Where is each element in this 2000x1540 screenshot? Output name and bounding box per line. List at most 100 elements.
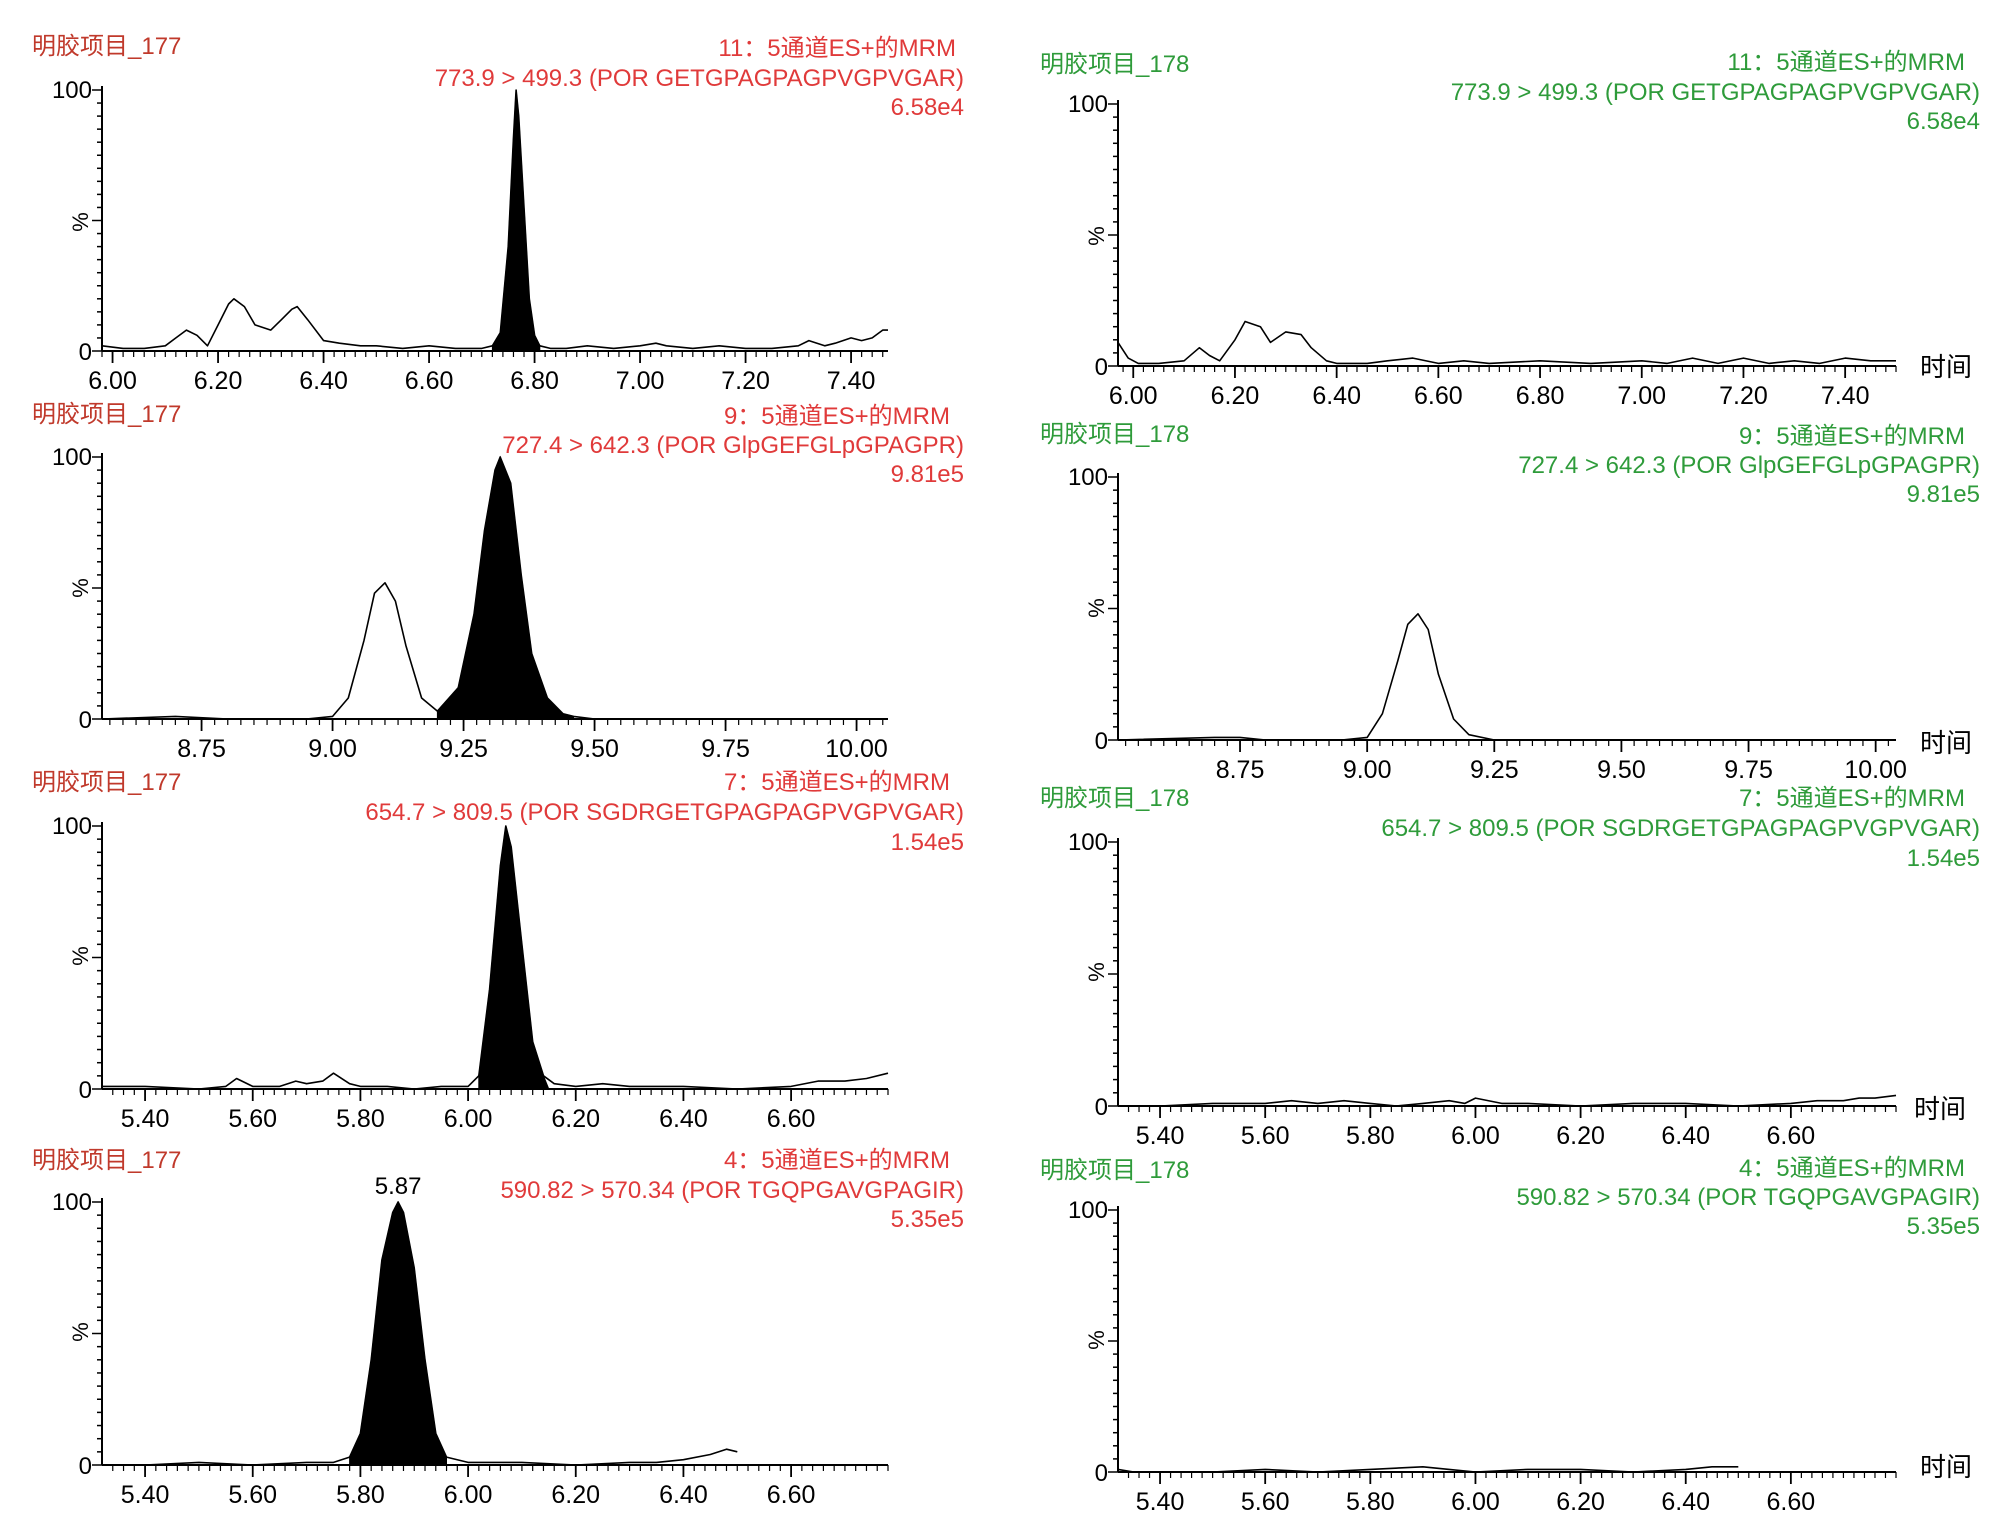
channel-label: 11：5通道ES+的MRM [718,35,956,62]
series-line [101,89,888,350]
panel-178-ch11: 明胶项目_178 11：5通道ES+的MRM 773.9 > 499.3 (PO… [1040,49,1980,410]
x-tick-label: 5.40 [1136,1122,1185,1150]
intensity-label: 5.35e5 [1907,1213,1980,1240]
intensity-label: 9.81e5 [1907,481,1980,508]
transition-label: 727.4 > 642.3 (POR GlpGEFGLpGPAGPR) [1518,452,1980,479]
y-tick-top: 100 [52,77,92,104]
x-tick-label: 5.60 [1241,1122,1290,1150]
y-tick-top: 100 [1068,829,1108,856]
x-tick-label: 7.00 [616,367,665,395]
x-tick-label: 5.80 [336,1481,385,1509]
x-tick-label: 6.60 [1414,382,1463,410]
x-tick-label: 6.40 [299,367,348,395]
panel-178-ch4: 明胶项目_178 4：5通道ES+的MRM 590.82 > 570.34 (P… [1040,1155,1980,1516]
x-tick-label: 8.75 [1216,756,1265,784]
y-tick-bottom: 0 [1095,1460,1108,1487]
y-tick-top: 100 [52,813,92,840]
x-tick-label: 6.00 [1451,1488,1500,1516]
x-tick-label: 7.40 [1821,382,1870,410]
series-line [1117,612,1896,741]
transition-label: 590.82 > 570.34 (POR TGQPGAVGPAGIR) [1516,1184,1980,1211]
y-tick-bottom: 0 [1095,1094,1108,1121]
sample-label: 明胶项目_177 [32,769,181,796]
y-axis-label: % [68,578,93,598]
x-tick-label: 6.40 [1661,1122,1710,1150]
x-tick-label: 7.00 [1617,382,1666,410]
y-axis-label: % [1084,226,1109,246]
x-tick-label: 9.25 [1470,756,1519,784]
x-tick-label: 6.40 [659,1105,708,1133]
series-line [1118,1094,1897,1107]
y-tick-bottom: 0 [79,707,92,734]
y-axis-label: % [1084,1330,1109,1350]
x-tick-label: 6.00 [88,367,137,395]
x-tick-label: 6.00 [1451,1122,1500,1150]
x-tick-label: 6.20 [194,367,243,395]
x-tick-label: 6.40 [1661,1488,1710,1516]
sample-label: 明胶项目_177 [32,1147,181,1174]
y-tick-bottom: 0 [79,339,92,366]
x-tick-label: 6.00 [1109,382,1158,410]
y-tick-top: 100 [1068,1197,1108,1224]
y-tick-bottom: 0 [79,1077,92,1104]
x-axis-label: 时间 [1920,1452,1972,1482]
intensity-label: 1.54e5 [891,829,964,856]
x-tick-label: 6.60 [1767,1488,1816,1516]
x-tick-label: 6.00 [444,1105,493,1133]
y-axis-label: % [1084,598,1109,618]
x-tick-label: 5.60 [228,1481,277,1509]
x-tick-label: 9.25 [439,735,488,763]
panel-177-ch4: 明胶项目_177 4：5通道ES+的MRM 590.82 > 570.34 (P… [32,1147,964,1509]
panel-178-ch7: 明胶项目_178 7：5通道ES+的MRM 654.7 > 809.5 (POR… [1040,785,1980,1150]
x-axis-label: 时间 [1920,728,1972,758]
x-tick-label: 6.60 [1767,1122,1816,1150]
x-tick-label: 6.80 [1516,382,1565,410]
x-tick-label: 10.00 [1844,756,1907,784]
y-tick-top: 100 [1068,91,1108,118]
channel-label: 9：5通道ES+的MRM [724,403,950,430]
channel-label: 9：5通道ES+的MRM [1739,423,1965,450]
x-tick-label: 7.40 [827,367,876,395]
sample-label: 明胶项目_177 [32,33,181,60]
x-tick-label: 5.60 [1241,1488,1290,1516]
transition-label: 654.7 > 809.5 (POR SGDRGETGPAGPAGPVGPVGA… [1381,815,1980,842]
channel-label: 11：5通道ES+的MRM [1727,49,1965,76]
y-axis-label: % [68,212,93,232]
x-axis-label: 时间 [1920,352,1972,382]
y-axis-label: % [68,1322,93,1342]
y-tick-bottom: 0 [1095,728,1108,755]
transition-label: 654.7 > 809.5 (POR SGDRGETGPAGPAGPVGPVGA… [365,799,964,826]
sample-label: 明胶项目_177 [32,401,181,428]
channel-label: 7：5通道ES+的MRM [1739,785,1965,812]
transition-label: 727.4 > 642.3 (POR GlpGEFGLpGPAGPR) [502,432,964,459]
x-tick-label: 9.50 [570,735,619,763]
y-tick-top: 100 [52,444,92,471]
x-tick-label: 6.60 [767,1481,816,1509]
sample-label: 明胶项目_178 [1040,785,1189,812]
series-line [1117,320,1896,365]
x-tick-label: 7.20 [721,367,770,395]
x-tick-label: 10.00 [825,735,888,763]
intensity-label: 1.54e5 [1907,845,1980,872]
x-tick-label: 5.80 [336,1105,385,1133]
x-tick-label: 7.20 [1719,382,1768,410]
series-line [1117,1466,1739,1473]
x-tick-label: 9.75 [701,735,750,763]
channel-label: 7：5通道ES+的MRM [724,769,950,796]
transition-label: 773.9 > 499.3 (POR GETGPAGPAGPVGPVGAR) [435,65,964,92]
x-tick-label: 6.20 [551,1105,600,1133]
x-tick-label: 6.80 [510,367,559,395]
x-tick-label: 9.00 [1343,756,1392,784]
x-tick-label: 6.20 [551,1481,600,1509]
peak-area [491,89,541,352]
intensity-label: 6.58e4 [1907,108,1980,135]
series-line [101,456,888,720]
y-tick-top: 100 [52,1189,92,1216]
x-tick-label: 8.75 [177,735,226,763]
x-tick-label: 9.50 [1597,756,1646,784]
x-axis-label: 时间 [1914,1094,1966,1124]
panel-177-ch11: 明胶项目_177 11：5通道ES+的MRM 773.9 > 499.3 (PO… [32,33,964,395]
x-tick-label: 6.40 [1312,382,1361,410]
y-tick-bottom: 0 [79,1453,92,1480]
